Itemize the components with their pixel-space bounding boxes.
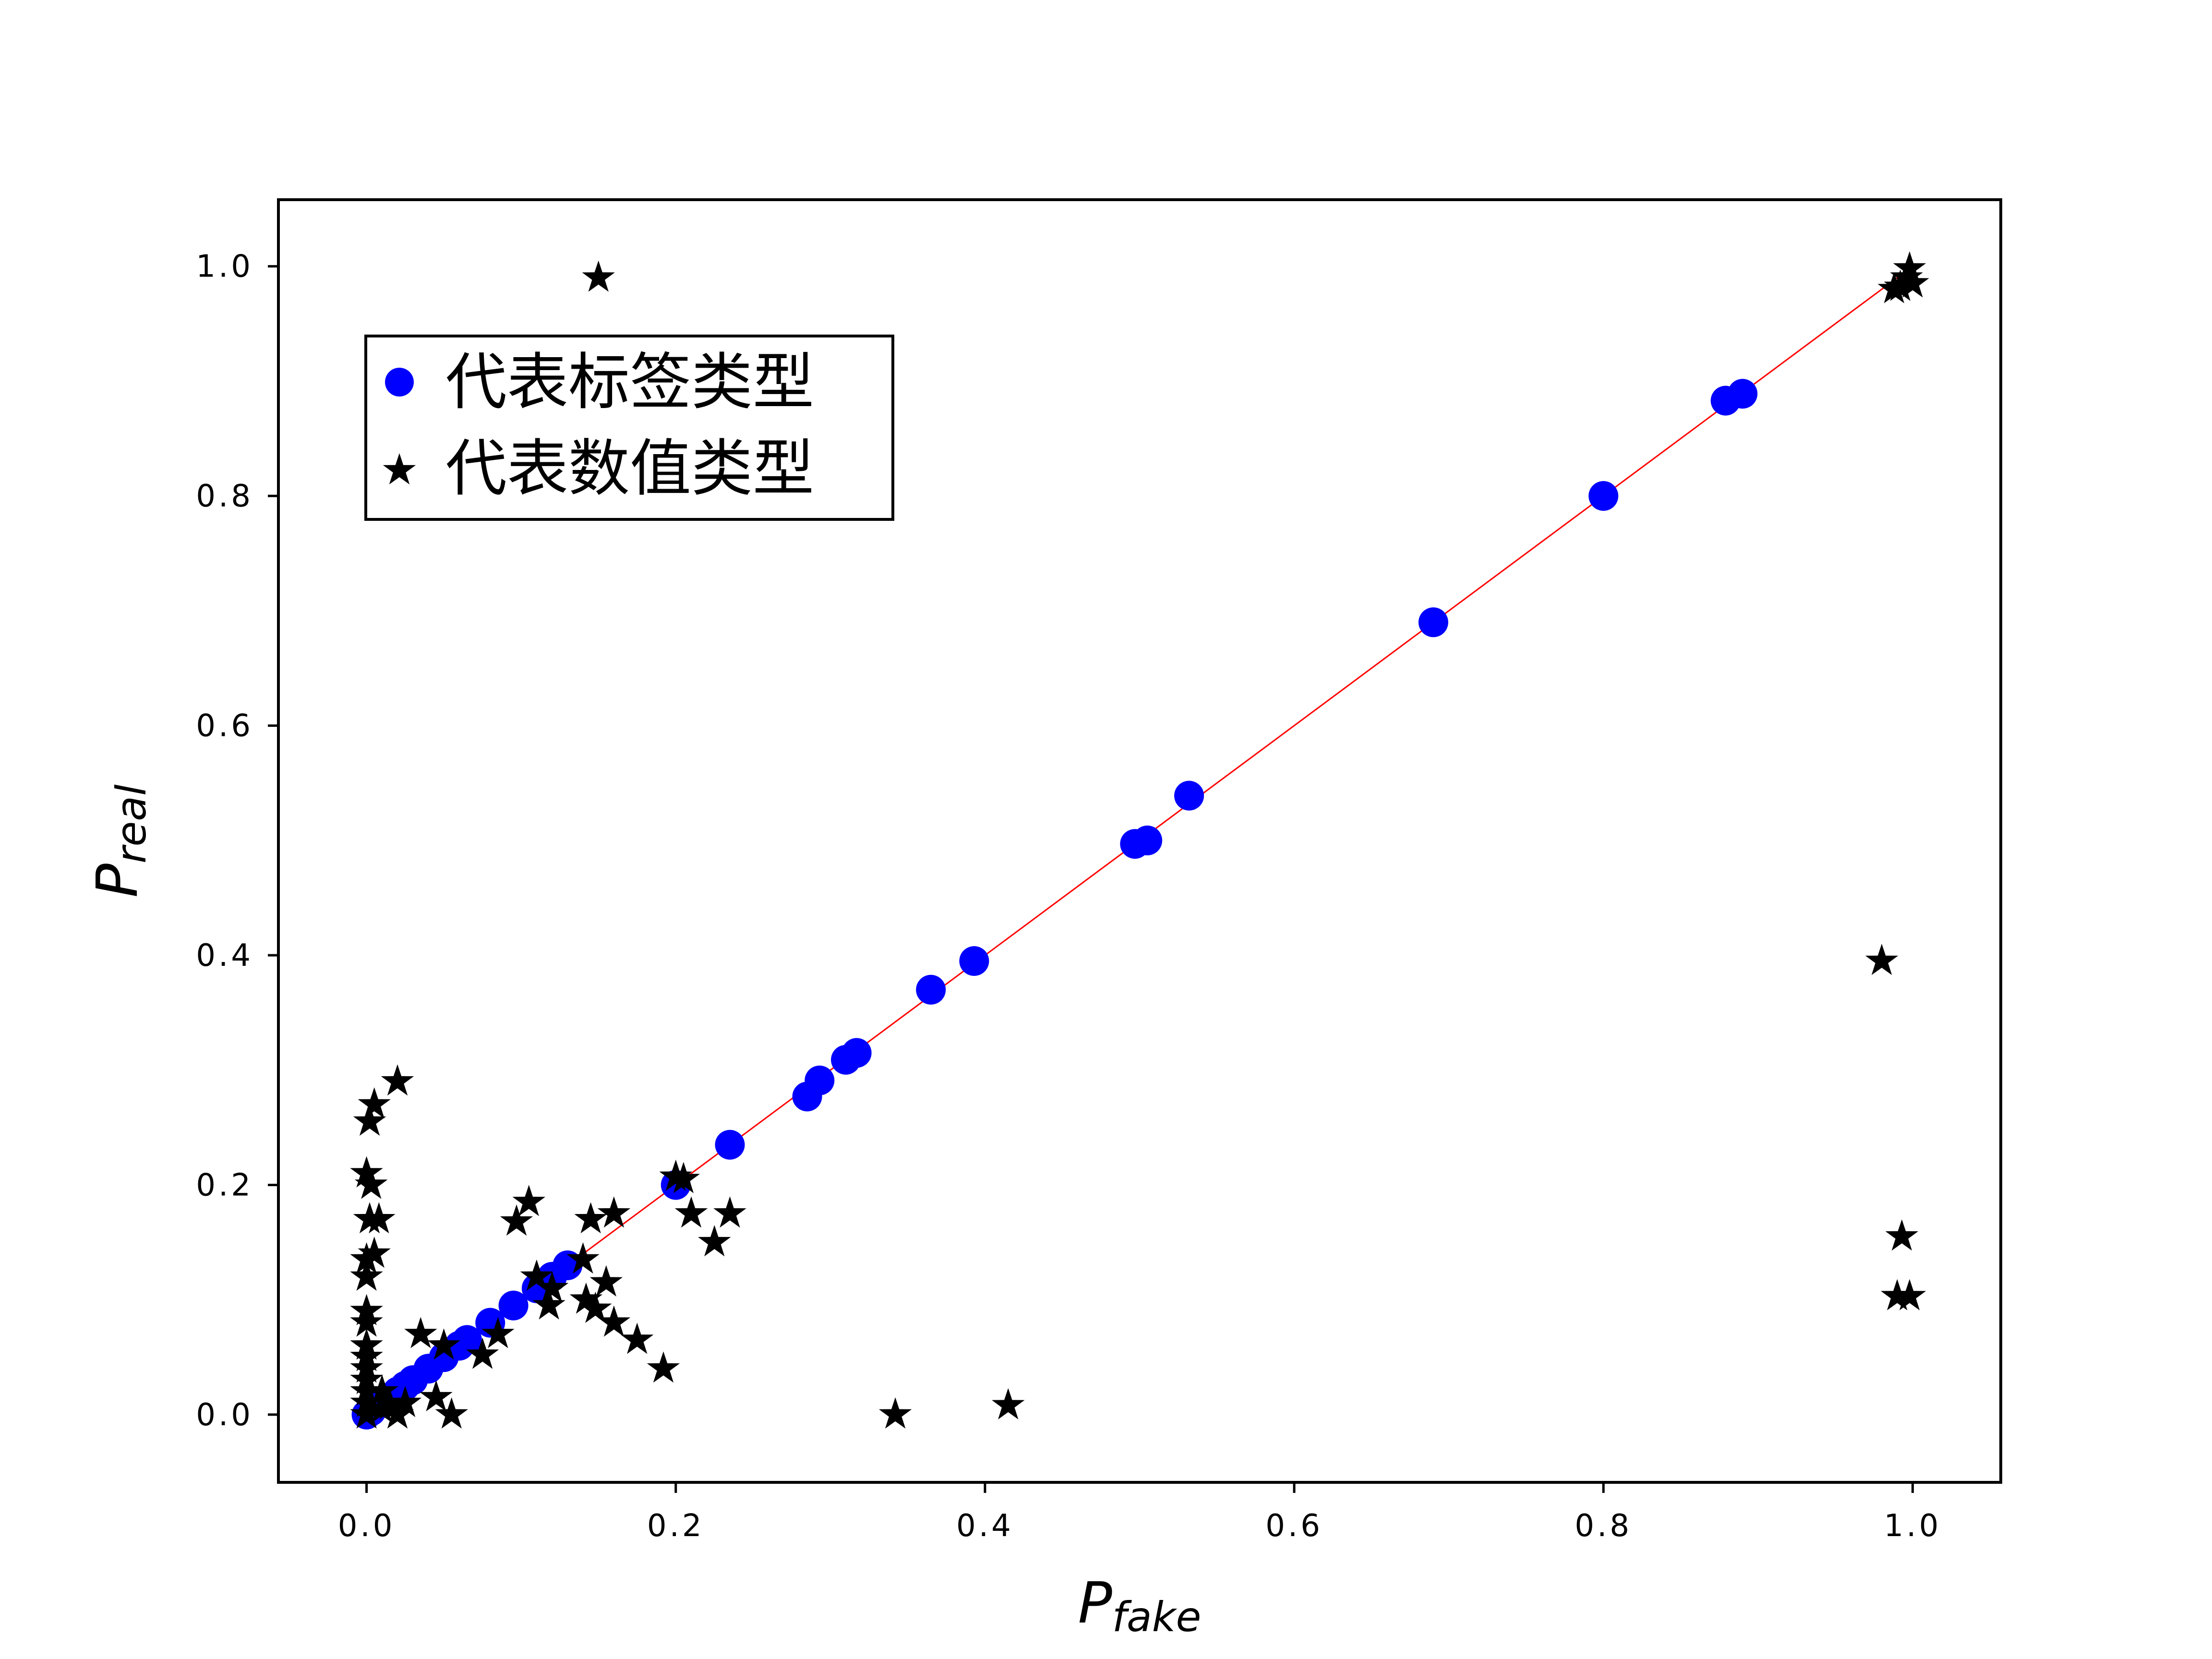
- y-tick-label: 0.2: [196, 1167, 253, 1203]
- numeric-type-point: [355, 1167, 388, 1199]
- numeric-type-point: [381, 1064, 414, 1096]
- x-tick-label: 0.0: [338, 1508, 396, 1544]
- numeric-type-point: [566, 1242, 600, 1274]
- numeric-type-point: [1893, 251, 1926, 283]
- numeric-type-point: [350, 1340, 383, 1371]
- plot-frame: [277, 198, 2002, 1484]
- numeric-type-point: [512, 1185, 545, 1216]
- numeric-type-point: [350, 1374, 383, 1406]
- numeric-type-point: [362, 1202, 396, 1234]
- numeric-type-point: [427, 1328, 460, 1360]
- numeric-type-point: [597, 1196, 631, 1228]
- numeric-type-point: [435, 1397, 468, 1429]
- numeric-type-point: [878, 1397, 912, 1429]
- x-tick-label: 0.8: [1575, 1508, 1632, 1544]
- y-axis-label-sub: real: [108, 784, 156, 864]
- tag-type-point: [1132, 825, 1163, 855]
- numeric-type-point: [404, 1317, 437, 1348]
- x-tick-label: 1.0: [1884, 1508, 1942, 1544]
- tag-type-point: [842, 1038, 872, 1068]
- y-axis-label-main: P: [84, 864, 150, 898]
- numeric-type-point: [667, 1162, 700, 1193]
- tag-type-point: [452, 1325, 482, 1355]
- numeric-type-point: [713, 1196, 746, 1228]
- numeric-type-point: [1865, 944, 1899, 975]
- numeric-type-point: [358, 1237, 391, 1268]
- numeric-type-point: [574, 1202, 607, 1234]
- numeric-type-point: [569, 1282, 603, 1314]
- y-tick-label: 0.0: [196, 1397, 253, 1433]
- data-points-layer: [350, 251, 1929, 1430]
- numeric-type-point: [1896, 266, 1929, 298]
- numeric-type-point: [466, 1337, 499, 1369]
- numeric-type-point: [532, 1288, 565, 1320]
- numeric-type-point: [1885, 1219, 1919, 1251]
- numeric-type-point: [1881, 1279, 1914, 1310]
- x-axis-ticks: 0.0 0.2 0.4 0.6 0.8 1.0: [338, 1482, 1942, 1544]
- tag-type-point: [1588, 481, 1619, 511]
- numeric-type-point: [350, 1397, 383, 1429]
- x-tick-label: 0.4: [956, 1508, 1014, 1544]
- numeric-type-point: [350, 1363, 383, 1395]
- tag-type-point: [1728, 379, 1758, 409]
- numeric-type-point: [350, 1351, 383, 1383]
- legend: 代表标签类型 代表数值类型: [364, 335, 894, 521]
- numeric-type-point: [350, 1242, 383, 1274]
- legend-box: [364, 335, 894, 521]
- numeric-type-point: [579, 1291, 612, 1323]
- numeric-type-point: [481, 1317, 515, 1348]
- numeric-type-point: [582, 260, 615, 292]
- numeric-type-point: [350, 1305, 383, 1337]
- tag-type-point: [959, 946, 989, 976]
- numeric-type-point: [674, 1196, 708, 1228]
- numeric-type-point: [1893, 1279, 1926, 1310]
- numeric-type-point: [373, 1388, 407, 1419]
- numeric-type-point: [350, 1328, 383, 1360]
- numeric-type-point: [698, 1225, 731, 1257]
- numeric-type-point: [520, 1259, 553, 1291]
- y-axis-ticks: 0.0 0.2 0.4 0.6 0.8 1.0: [196, 249, 278, 1433]
- numeric-type-point: [350, 1385, 383, 1418]
- tag-type-point: [715, 1130, 745, 1160]
- tag-type-point: [805, 1065, 835, 1095]
- numeric-type-point: [420, 1380, 453, 1412]
- numeric-type-point: [597, 1305, 631, 1337]
- numeric-type-point: [647, 1351, 680, 1383]
- x-axis-label-sub: fake: [1112, 1593, 1202, 1641]
- numeric-type-point: [350, 1156, 383, 1188]
- numeric-type-point: [350, 1259, 383, 1291]
- numeric-type-point: [621, 1322, 654, 1354]
- legend-label-tag-type: 代表标签类型: [445, 347, 814, 418]
- tag-type-point: [916, 974, 946, 1005]
- tag-type-point: [498, 1290, 529, 1321]
- y-tick-label: 0.4: [196, 938, 253, 974]
- y-tick-label: 0.8: [196, 479, 253, 514]
- numeric-type-point: [535, 1271, 569, 1302]
- x-axis-label: Pfake: [1078, 1570, 1202, 1641]
- numeric-type-point: [388, 1385, 422, 1418]
- tag-type-point: [1418, 607, 1448, 637]
- x-axis-label-main: P: [1078, 1570, 1112, 1636]
- y-tick-label: 0.6: [196, 709, 253, 744]
- numeric-type-point: [358, 1087, 391, 1119]
- numeric-type-point: [353, 1104, 386, 1136]
- legend-star-marker: [383, 453, 416, 485]
- numeric-type-point: [365, 1391, 398, 1423]
- y-axis-label: Preal: [84, 784, 156, 898]
- legend-circle-marker: [385, 368, 414, 397]
- legend-label-numeric-type: 代表数值类型: [445, 433, 814, 505]
- x-tick-label: 0.2: [647, 1508, 705, 1544]
- numeric-type-point: [350, 1294, 383, 1325]
- numeric-type-point: [992, 1388, 1025, 1419]
- numeric-type-point: [500, 1204, 533, 1236]
- numeric-type-point: [365, 1374, 398, 1406]
- x-tick-label: 0.6: [1265, 1508, 1323, 1544]
- tag-type-point: [1174, 781, 1204, 811]
- y-tick-label: 1.0: [196, 249, 253, 285]
- numeric-type-point: [589, 1265, 623, 1297]
